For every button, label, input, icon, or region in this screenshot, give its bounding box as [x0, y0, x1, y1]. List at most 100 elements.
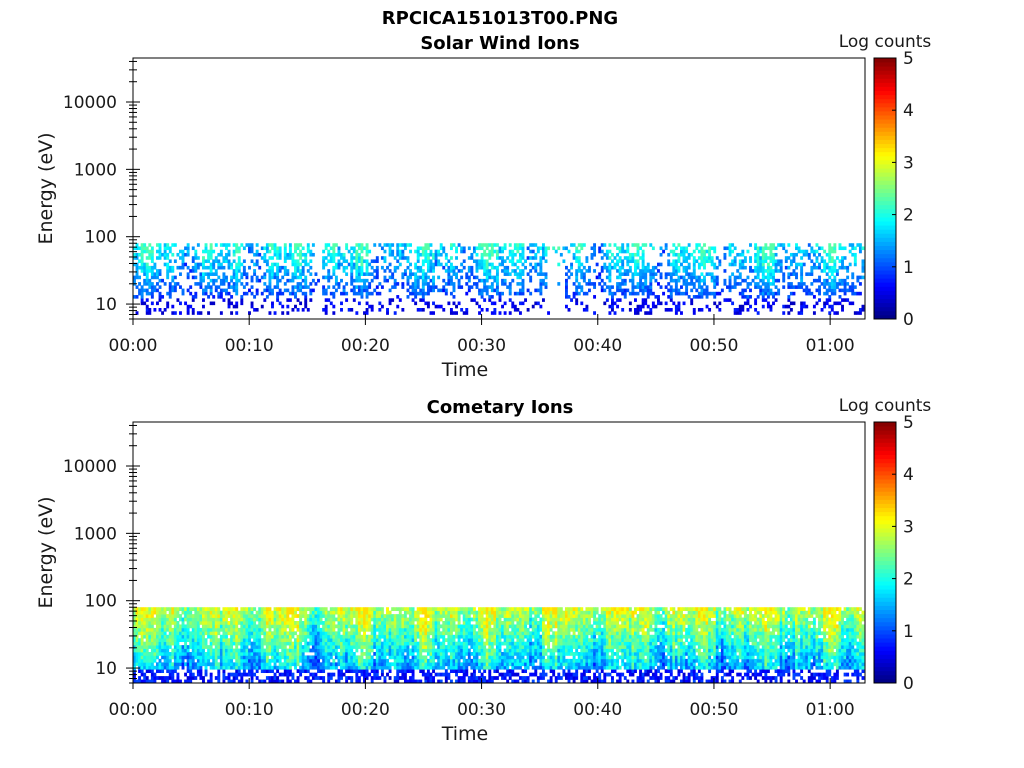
heatmap-cell	[156, 269, 159, 273]
heatmap-cell	[204, 624, 208, 629]
heatmap-cell	[432, 285, 435, 289]
heatmap-cell	[322, 285, 326, 289]
heatmap-cell	[225, 243, 228, 247]
heatmap-cell	[396, 295, 400, 299]
heatmap-cell	[286, 607, 290, 612]
heatmap-cell	[432, 624, 435, 629]
heatmap-cell	[248, 641, 251, 646]
heatmap-cell	[161, 610, 165, 615]
heatmap-cell	[373, 652, 377, 656]
heatmap-cell	[350, 610, 354, 615]
heatmap-cell	[150, 291, 154, 296]
heatmap-cell	[608, 249, 612, 254]
heatmap-cell	[189, 634, 193, 639]
heatmap-cell	[355, 243, 359, 247]
heatmap-cell	[173, 648, 177, 653]
heatmap-cell	[539, 288, 543, 293]
heatmap-cell	[342, 655, 346, 660]
heatmap-cell	[741, 295, 745, 299]
heatmap-cell	[204, 288, 208, 293]
heatmap-cell	[271, 665, 274, 670]
heatmap-cell	[411, 662, 415, 667]
heatmap-cell	[196, 610, 200, 615]
heatmap-cell	[375, 614, 379, 618]
heatmap-cell	[636, 249, 640, 254]
heatmap-cell	[248, 624, 251, 629]
heatmap-cell	[337, 634, 341, 639]
heatmap-cell	[342, 634, 346, 639]
heatmap-cell	[283, 634, 287, 639]
heatmap-cell	[199, 282, 203, 286]
heatmap-cell	[718, 301, 722, 306]
heatmap-cell	[153, 655, 157, 660]
heatmap-cell	[135, 607, 139, 612]
heatmap-cell	[421, 621, 425, 625]
heatmap-cell	[324, 634, 328, 639]
heatmap-cell	[759, 285, 763, 289]
heatmap-cell	[329, 665, 333, 670]
heatmap-cell	[176, 621, 180, 625]
heatmap-cell	[516, 282, 520, 286]
heatmap-cell	[360, 624, 364, 629]
heatmap-cell	[449, 282, 453, 286]
heatmap-cell	[401, 282, 405, 286]
heatmap-cell	[273, 662, 277, 667]
heatmap-cell	[823, 269, 827, 273]
heatmap-cell	[697, 308, 701, 312]
heatmap-cell	[245, 665, 249, 670]
heatmap-cell	[378, 655, 382, 660]
heatmap-cell	[273, 648, 277, 653]
heatmap-cell	[634, 308, 637, 312]
heatmap-cell	[861, 275, 865, 280]
heatmap-cell	[697, 285, 701, 289]
heatmap-cell	[398, 298, 402, 302]
heatmap-cell	[846, 298, 850, 302]
heatmap-cell	[434, 256, 438, 260]
heatmap-cell	[432, 311, 435, 315]
heatmap-cell	[432, 641, 435, 646]
heatmap-cell	[181, 652, 185, 656]
heatmap-cell	[196, 624, 200, 629]
heatmap-cell	[360, 265, 364, 270]
heatmap-cell	[250, 631, 254, 636]
heatmap-cell	[140, 298, 144, 302]
heatmap-cell	[135, 648, 139, 653]
heatmap-cell	[314, 634, 318, 639]
heatmap-cell	[161, 617, 165, 622]
heatmap-cell	[258, 655, 262, 660]
heatmap-cell	[209, 679, 213, 684]
heatmap-cell	[327, 627, 331, 632]
heatmap-cell	[212, 265, 216, 270]
heatmap-cell	[608, 272, 612, 276]
heatmap-cell	[396, 631, 400, 636]
heatmap-cell	[388, 617, 392, 622]
heatmap-cell	[828, 256, 832, 260]
heatmap-cell	[403, 607, 407, 612]
heatmap-cell	[820, 308, 824, 312]
heatmap-cell	[659, 275, 663, 280]
heatmap-cell	[317, 665, 320, 670]
heatmap-cell	[380, 634, 384, 639]
heatmap-cell	[219, 249, 223, 254]
heatmap-cell	[541, 256, 545, 260]
heatmap-cell	[416, 652, 420, 656]
heatmap-cell	[825, 298, 829, 302]
heatmap-cell	[432, 269, 435, 273]
heatmap-cell	[309, 298, 313, 302]
heatmap-cell	[539, 265, 543, 270]
heatmap-cell	[695, 259, 699, 264]
heatmap-cell	[518, 252, 522, 257]
heatmap-cell	[424, 256, 428, 260]
heatmap-cell	[815, 243, 819, 247]
heatmap-cell	[214, 278, 218, 283]
heatmap-cell	[150, 638, 154, 643]
heatmap-cell	[250, 259, 254, 264]
heatmap-cell	[319, 669, 323, 674]
heatmap-cell	[705, 259, 709, 264]
heatmap-cell	[480, 278, 484, 283]
heatmap-cell	[631, 252, 635, 257]
heatmap-cell	[432, 256, 435, 260]
heatmap-cell	[802, 252, 806, 257]
heatmap-cell	[176, 652, 180, 656]
heatmap-cell	[843, 246, 847, 251]
